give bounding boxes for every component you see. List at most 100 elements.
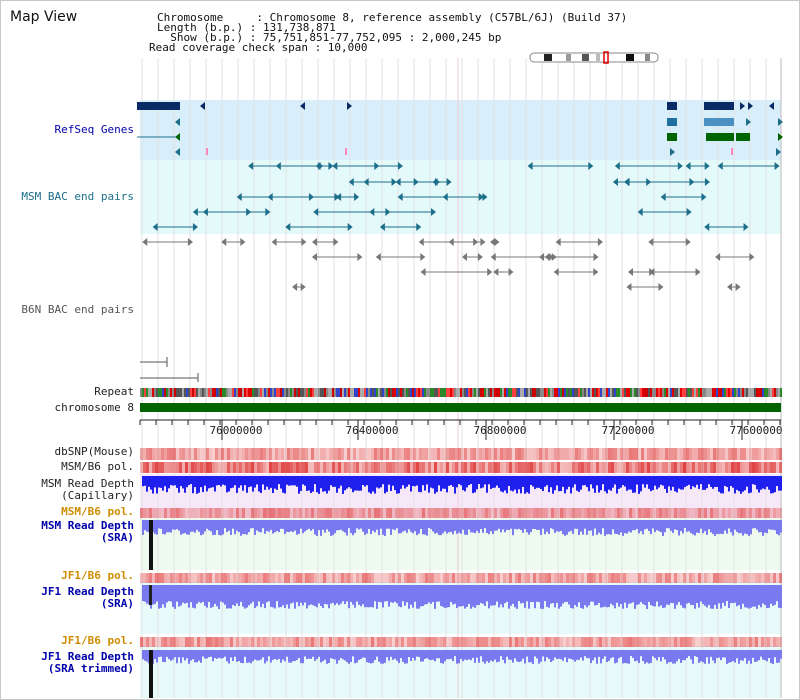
polymorphism-cell bbox=[311, 637, 314, 647]
track-label-msm-bac[interactable]: MSM BAC end pairs bbox=[21, 190, 134, 203]
track-label-msm-pol[interactable]: MSM/B6 pol. bbox=[61, 460, 134, 473]
chromosome-bar bbox=[140, 403, 781, 412]
polymorphism-cell bbox=[374, 637, 377, 647]
read-depth-bar bbox=[362, 520, 364, 532]
read-depth-bar bbox=[154, 520, 156, 534]
read-depth-bar bbox=[212, 520, 214, 536]
read-depth-bar bbox=[160, 585, 162, 608]
repeat-segment bbox=[270, 388, 272, 397]
read-depth-bar bbox=[684, 650, 686, 661]
polymorphism-cell bbox=[278, 637, 281, 647]
polymorphism-cell bbox=[443, 508, 446, 518]
polymorphism-cell bbox=[152, 637, 155, 647]
repeat-segment bbox=[732, 388, 734, 397]
repeat-segment bbox=[516, 388, 518, 397]
read-depth-bar bbox=[694, 476, 696, 488]
read-depth-bar bbox=[268, 476, 270, 490]
ideogram-band bbox=[582, 54, 589, 61]
polymorphism-cell bbox=[572, 462, 575, 473]
read-depth-bar bbox=[378, 476, 380, 489]
polymorphism-cell bbox=[341, 508, 344, 518]
polymorphism-cell bbox=[452, 573, 455, 583]
polymorphism-cell bbox=[230, 448, 233, 460]
polymorphism-cell bbox=[359, 448, 362, 460]
read-depth-bar bbox=[502, 476, 504, 493]
track-label-refseq-genes[interactable]: RefSeq Genes bbox=[54, 123, 134, 136]
read-depth-bar bbox=[176, 476, 178, 488]
repeat-segment bbox=[426, 388, 428, 397]
repeat-segment bbox=[264, 388, 266, 397]
read-depth-bar bbox=[516, 476, 518, 494]
read-depth-bar bbox=[212, 476, 214, 488]
track-label-b6n-bac[interactable]: B6N BAC end pairs bbox=[21, 303, 134, 316]
strand-arrow bbox=[677, 162, 683, 170]
read-depth-bar bbox=[632, 585, 634, 603]
track-label-jf1-pol-2[interactable]: JF1/B6 pol. bbox=[61, 634, 134, 647]
track-label-dbsnp[interactable]: dbSNP(Mouse) bbox=[54, 445, 134, 458]
polymorphism-cell bbox=[218, 508, 221, 518]
strand-arrow bbox=[740, 102, 745, 110]
read-depth-bar bbox=[548, 520, 550, 534]
read-depth-bar bbox=[294, 585, 296, 609]
polymorphism-cell bbox=[164, 637, 167, 647]
repeat-segment bbox=[486, 388, 488, 397]
track-label-jf1-pol[interactable]: JF1/B6 pol. bbox=[61, 569, 134, 582]
polymorphism-cell bbox=[746, 637, 749, 647]
read-depth-bar bbox=[736, 585, 738, 607]
polymorphism-cell bbox=[362, 508, 365, 518]
polymorphism-cell bbox=[356, 448, 359, 460]
repeat-segment bbox=[196, 388, 198, 397]
track-label-msm-depth-sra[interactable]: MSM Read Depth bbox=[41, 519, 134, 532]
repeat-segment bbox=[290, 388, 292, 397]
read-depth-bar bbox=[644, 585, 646, 606]
read-depth-bar bbox=[384, 585, 386, 602]
repeat-segment bbox=[348, 388, 350, 397]
repeat-segment bbox=[680, 388, 682, 397]
polymorphism-cell bbox=[596, 573, 599, 583]
ruler-tick-label: 76800000 bbox=[474, 424, 527, 437]
read-depth-bar bbox=[246, 650, 248, 663]
repeat-segment bbox=[292, 388, 294, 397]
polymorphism-cell bbox=[656, 637, 659, 647]
track-label-msm-pol-2[interactable]: MSM/B6 pol. bbox=[61, 505, 134, 518]
repeat-segment bbox=[744, 388, 746, 397]
polymorphism-cell bbox=[527, 508, 530, 518]
polymorphism-cell bbox=[509, 573, 512, 583]
repeat-segment bbox=[504, 388, 506, 397]
track-label-jf1-depth-trim[interactable]: JF1 Read Depth bbox=[41, 650, 134, 663]
repeat-segment bbox=[324, 388, 326, 397]
strand-arrow bbox=[334, 193, 340, 201]
read-depth-bar bbox=[334, 650, 336, 660]
read-depth-bar bbox=[568, 476, 570, 487]
read-depth-bar bbox=[728, 476, 730, 492]
read-depth-bar bbox=[286, 520, 288, 532]
repeat-segment bbox=[460, 388, 462, 397]
read-depth-bar bbox=[454, 476, 456, 494]
read-depth-bar bbox=[742, 585, 744, 604]
polymorphism-cell bbox=[578, 448, 581, 460]
read-depth-bar bbox=[366, 585, 368, 608]
read-depth-bar bbox=[726, 476, 728, 488]
read-depth-bar bbox=[466, 650, 468, 661]
read-depth-bar bbox=[530, 585, 532, 603]
polymorphism-cell bbox=[410, 448, 413, 460]
repeat-segment bbox=[318, 388, 320, 397]
strand-arrow bbox=[271, 238, 277, 246]
read-depth-bar bbox=[142, 585, 144, 602]
read-depth-bar bbox=[274, 520, 276, 533]
polymorphism-cell bbox=[269, 637, 272, 647]
polymorphism-cell bbox=[704, 573, 707, 583]
read-depth-bar bbox=[266, 476, 268, 487]
polymorphism-cell bbox=[704, 508, 707, 518]
repeat-segment bbox=[600, 388, 602, 397]
repeat-segment bbox=[154, 388, 156, 397]
track-label-msm-depth-cap[interactable]: MSM Read Depth bbox=[41, 477, 134, 490]
track-label-jf1-depth-sra[interactable]: JF1 Read Depth bbox=[41, 585, 134, 598]
read-depth-bar bbox=[748, 650, 750, 661]
read-depth-bar bbox=[696, 476, 698, 485]
polymorphism-cell bbox=[560, 462, 563, 473]
polymorphism-cell bbox=[242, 573, 245, 583]
polymorphism-cell bbox=[146, 573, 149, 583]
strand-arrow bbox=[379, 223, 385, 231]
